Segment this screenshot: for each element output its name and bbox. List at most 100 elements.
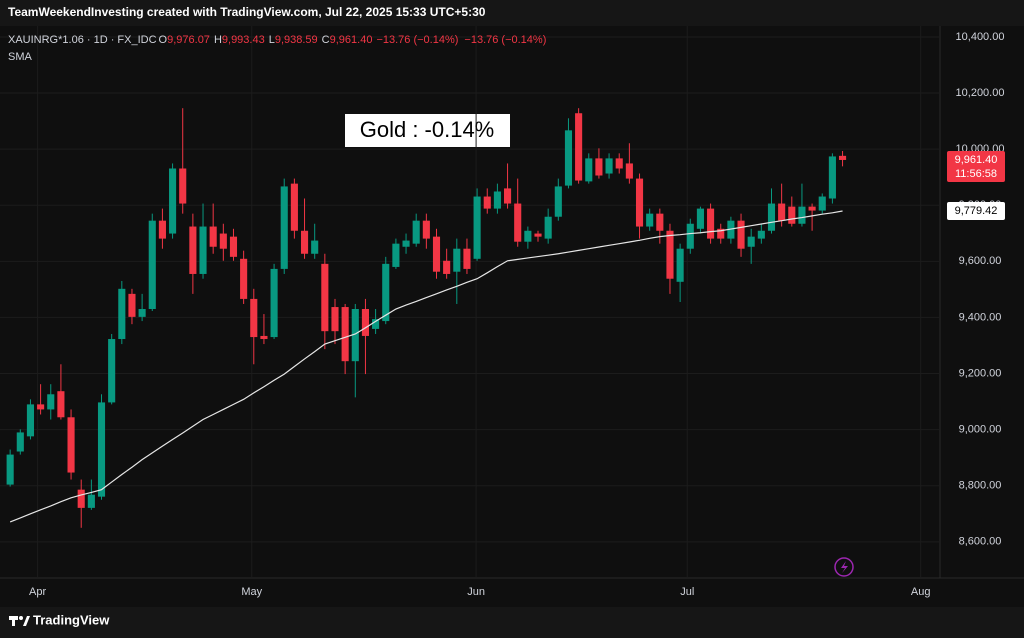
candle-body [47, 394, 55, 410]
candle-body [209, 226, 217, 247]
ohlc-value: 9,938.59 [275, 34, 318, 46]
candle-body [300, 230, 309, 254]
candle-body [717, 228, 725, 239]
sma-line [9, 210, 843, 523]
price-tag [947, 202, 1005, 221]
legend-entry: SMA [8, 51, 33, 63]
footer: TradingView [33, 612, 110, 627]
candle-body [463, 248, 471, 269]
candle-body [422, 220, 430, 239]
candle-body [331, 307, 339, 332]
candle-body [554, 186, 562, 217]
candle-body [128, 293, 136, 317]
candle-body [737, 220, 745, 249]
candle-body [778, 203, 786, 221]
candle-body [382, 263, 390, 322]
candle-body [757, 230, 765, 239]
change: −13.76 (−0.14%) [464, 34, 546, 46]
y-tick-label: 10,400.00 [956, 31, 1005, 43]
candle-body [656, 213, 664, 231]
alert-icon [834, 557, 854, 577]
candle-body [361, 309, 369, 336]
candle-body [575, 113, 583, 181]
candle-body [625, 163, 633, 179]
candle-body [747, 236, 755, 247]
candle-body [453, 248, 461, 272]
candle-body [392, 243, 400, 267]
candle-body [808, 206, 816, 211]
ohlc-key: O [159, 34, 168, 46]
candle-body [605, 158, 613, 174]
candle-body [666, 230, 674, 279]
ohlc-value: 9,976.07 [167, 34, 210, 46]
candle-body [77, 489, 85, 508]
header: TeamWeekendInvesting created with Tradin… [8, 5, 486, 19]
candle-body [280, 186, 288, 269]
y-tick-label: 9,200.00 [959, 367, 1002, 379]
x-tick-label: Aug [911, 586, 931, 598]
candle-body [443, 260, 451, 274]
y-tick-label: 8,800.00 [959, 480, 1002, 492]
ohlc-value: 9,993.43 [222, 34, 265, 46]
candle-body [707, 208, 715, 239]
candle-body [402, 240, 410, 247]
candle-body [504, 188, 512, 204]
candle-body [16, 432, 24, 452]
candle-body [767, 203, 776, 231]
x-tick-label: Jun [467, 586, 485, 598]
candle-body [432, 236, 441, 272]
change: −13.76 (−0.14%) [376, 34, 458, 46]
candle-body [676, 248, 684, 282]
candle-body [341, 307, 349, 362]
x-tick-label: May [241, 586, 262, 598]
candle-body [564, 130, 573, 186]
candle-body [240, 258, 248, 299]
candle-body [87, 494, 95, 508]
candle-body [158, 220, 166, 239]
candle-body [219, 233, 227, 249]
candle-body [290, 183, 298, 231]
candle-body [97, 402, 106, 497]
candle-body [615, 158, 623, 169]
footer-band [0, 607, 1024, 638]
candle-body [351, 309, 359, 362]
candle-body [108, 339, 116, 403]
candle-body [473, 196, 481, 259]
candle-body [524, 230, 532, 242]
candle-body [798, 206, 806, 224]
candle-body [838, 155, 847, 160]
candle-body [595, 158, 603, 176]
y-tick-label: 9,600.00 [959, 255, 1002, 267]
candle-body [585, 158, 593, 182]
candle-body [534, 233, 542, 237]
candle-body [696, 208, 704, 229]
symbol: XAUINRG*1.06 · 1D · FX_IDC [8, 34, 157, 46]
ohlc-value: 9,961.40 [330, 34, 373, 46]
candle-body [189, 226, 197, 274]
candle-body [148, 220, 156, 310]
ohlc-key: L [269, 34, 275, 46]
candle-body [372, 319, 380, 329]
y-tick-label: 9,000.00 [959, 424, 1002, 436]
candle-body [321, 263, 329, 332]
candle-body [686, 223, 694, 249]
candle-body [229, 236, 238, 257]
candle-body [179, 168, 187, 204]
candle-body [37, 404, 45, 410]
candle-body [311, 240, 319, 254]
annotation-box [345, 114, 510, 147]
candle-body [493, 191, 501, 209]
candle-body [544, 216, 552, 239]
candle-body [199, 226, 207, 274]
ohlc-key: C [322, 34, 330, 46]
candle-body [26, 404, 35, 437]
y-tick-label: 10,200.00 [956, 87, 1005, 99]
x-tick-label: Apr [29, 586, 46, 598]
candle-body [483, 196, 491, 209]
candle-body [412, 220, 420, 244]
candle-body [635, 178, 644, 227]
x-tick-label: Jul [680, 586, 694, 598]
candle-body [828, 156, 836, 199]
